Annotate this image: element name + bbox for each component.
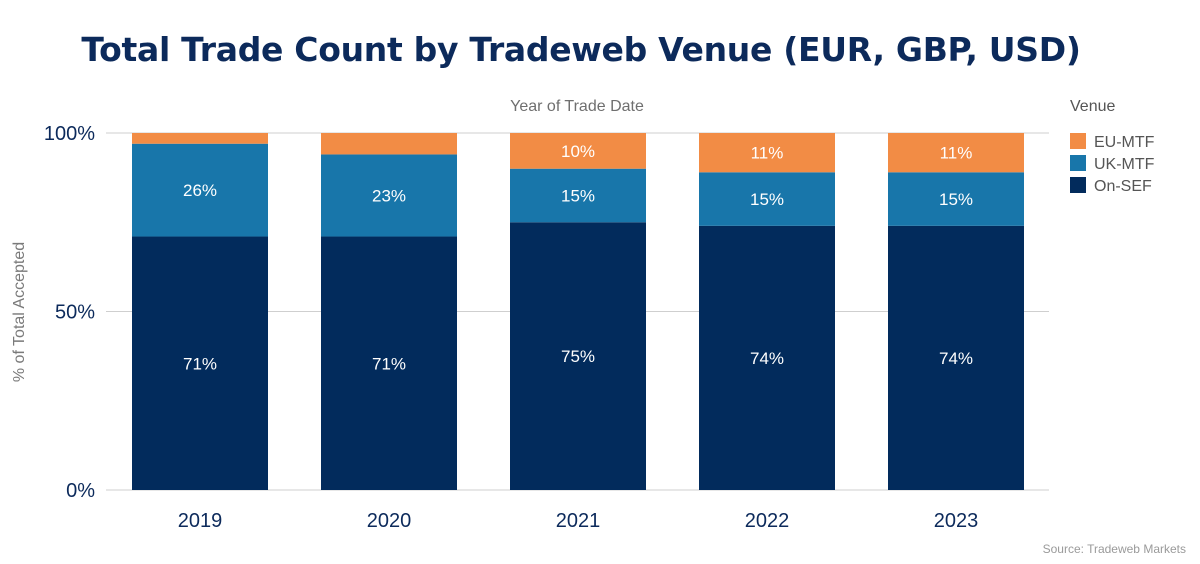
bar-eu-mtf-2019	[132, 133, 268, 144]
bar-eu-mtf-2021	[510, 133, 646, 169]
chart-title: Total Trade Count by Tradeweb Venue (EUR…	[81, 30, 1081, 69]
bars: 71% 26% 71% 23% 75% 15% 10% 74% 15% 11% 74% 15% 11%	[132, 133, 1024, 490]
legend-swatch-eu-mtf	[1070, 133, 1086, 149]
bar-uk-mtf-2019	[132, 143, 268, 237]
data-label: 11%	[940, 144, 973, 163]
x-tick-label: 2021	[556, 510, 601, 532]
bar-on-sef-2023	[888, 225, 1024, 490]
bar-uk-mtf-2022	[699, 172, 835, 226]
bar-on-sef-2021	[510, 222, 646, 490]
bar-uk-mtf-2023	[888, 172, 1024, 226]
data-label: 75%	[561, 347, 595, 366]
data-label: 15%	[939, 190, 973, 209]
legend-swatch-uk-mtf	[1070, 155, 1086, 171]
y-axis-title: % of Total Accepted	[11, 242, 28, 382]
source-note: Source: Tradeweb Markets	[1042, 542, 1186, 556]
data-label: 74%	[939, 349, 973, 368]
data-label: 71%	[183, 354, 217, 373]
legend-label: UK-MTF	[1094, 156, 1155, 173]
data-label: 11%	[751, 144, 784, 163]
bar-uk-mtf-2020	[321, 154, 457, 237]
bar-on-sef-2019	[132, 236, 268, 490]
legend-title: Venue	[1070, 98, 1115, 115]
bar-uk-mtf-2021	[510, 168, 646, 223]
x-tick-label: 2019	[178, 510, 223, 532]
legend-label: On-SEF	[1094, 178, 1152, 195]
bar-eu-mtf-2022	[699, 133, 835, 173]
y-tick-label: 100%	[44, 123, 95, 145]
data-label: 10%	[561, 142, 595, 161]
data-label: 26%	[183, 181, 217, 200]
data-label: 71%	[372, 354, 406, 373]
legend-swatch-on-sef	[1070, 177, 1086, 193]
data-label: 15%	[750, 190, 784, 209]
data-label: 74%	[750, 349, 784, 368]
bar-eu-mtf-2023	[888, 133, 1024, 173]
axes: 0% 50% 100% 2019 2020 2021 2022 2023	[44, 123, 978, 532]
y-tick-label: 0%	[66, 480, 95, 502]
x-tick-label: 2022	[745, 510, 790, 532]
bar-on-sef-2020	[321, 236, 457, 490]
x-tick-label: 2023	[934, 510, 979, 532]
bar-eu-mtf-2020	[321, 133, 457, 155]
data-label: 23%	[372, 186, 406, 205]
legend-label: EU-MTF	[1094, 134, 1155, 151]
legend: Venue EU-MTF UK-MTF On-SEF	[1070, 98, 1155, 195]
x-axis-title: Year of Trade Date	[510, 98, 644, 115]
y-tick-label: 50%	[55, 302, 95, 324]
x-tick-label: 2020	[367, 510, 412, 532]
bar-on-sef-2022	[699, 225, 835, 490]
data-label: 15%	[561, 186, 595, 205]
